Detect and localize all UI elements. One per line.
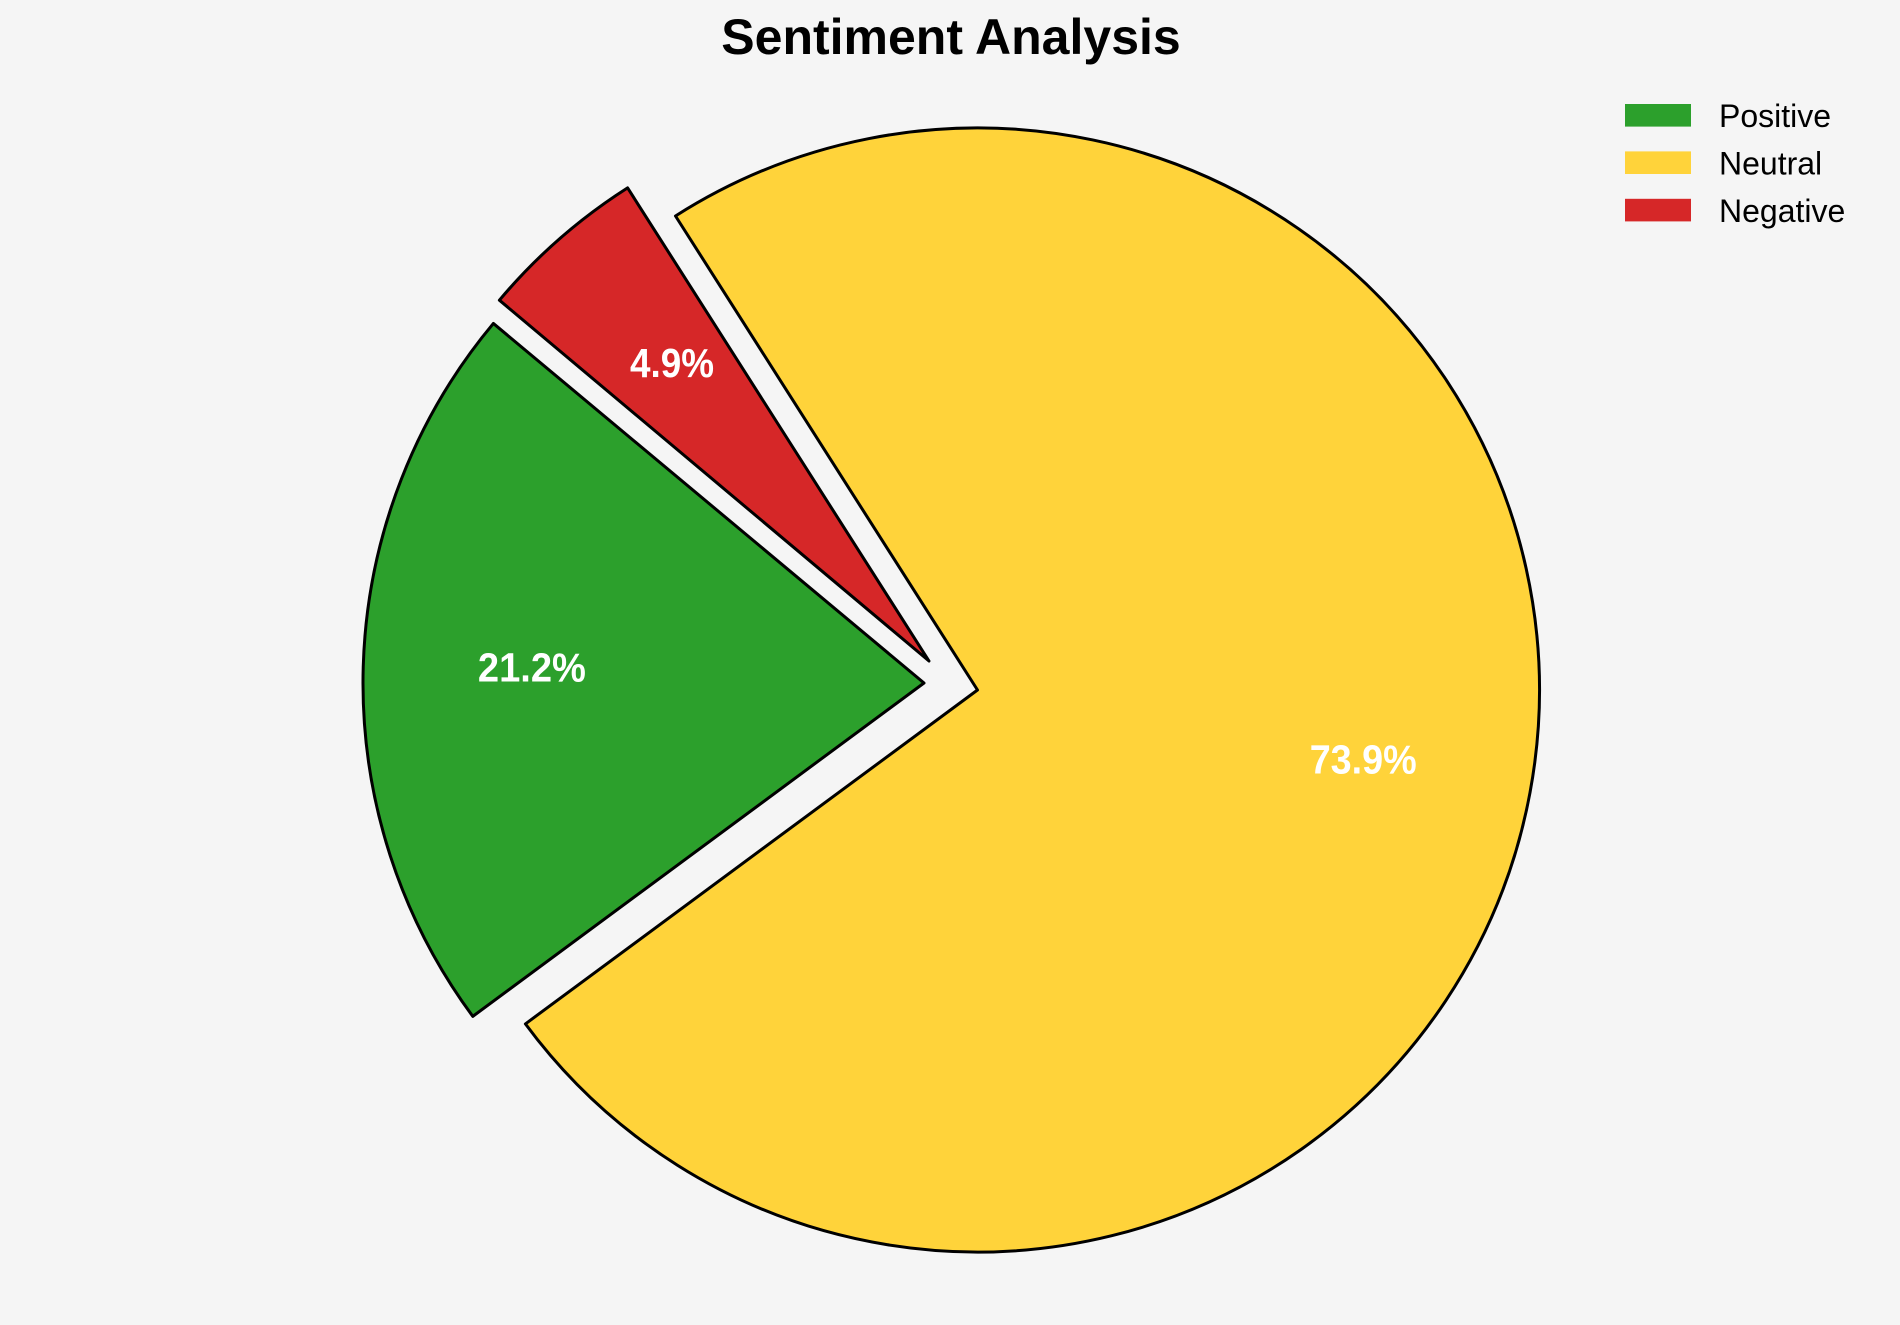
svg-text:Sentiment Analysis: Sentiment Analysis: [721, 9, 1180, 65]
svg-text:73.9%: 73.9%: [1310, 737, 1417, 783]
svg-text:4.9%: 4.9%: [630, 340, 714, 386]
svg-text:Positive: Positive: [1719, 98, 1831, 134]
svg-text:21.2%: 21.2%: [478, 645, 586, 691]
svg-text:Neutral: Neutral: [1719, 145, 1822, 181]
svg-text:Negative: Negative: [1719, 193, 1845, 229]
